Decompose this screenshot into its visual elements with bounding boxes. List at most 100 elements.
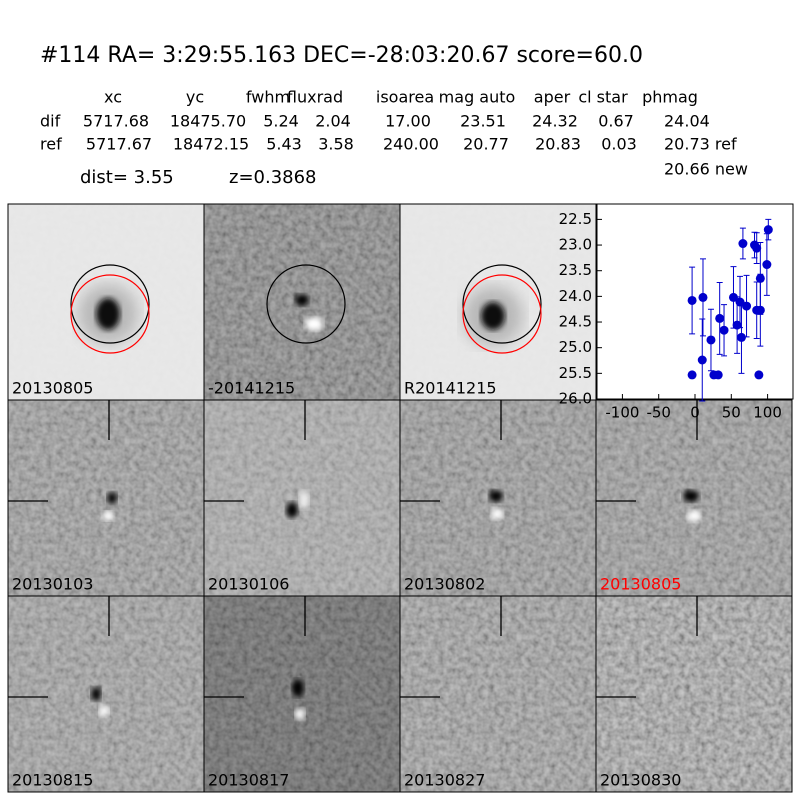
table-cell: 5717.68 (83, 112, 149, 131)
redshift: z=0.3868 (229, 167, 317, 188)
table-cell: 20.83 (535, 135, 581, 154)
table-cell: 2.04 (315, 112, 351, 131)
y-tick-label: 24.5 (559, 313, 592, 331)
point (719, 325, 729, 335)
source (683, 490, 699, 502)
column-header: yc (186, 88, 204, 107)
table-cell: 24.32 (532, 112, 578, 131)
source (295, 708, 305, 720)
point (706, 335, 716, 345)
point (697, 355, 707, 365)
point (736, 332, 746, 342)
stamp: 20130805 (595, 399, 793, 597)
column-header: cl star (578, 88, 628, 107)
table-cell: 20.73 ref (664, 135, 737, 154)
source (96, 298, 120, 330)
point (728, 292, 738, 302)
point (763, 225, 773, 235)
source (107, 492, 117, 504)
point (738, 239, 748, 249)
column-header: aper (534, 88, 571, 107)
stamp: 20130815 (7, 595, 205, 793)
phmag-new: 20.66 new (664, 160, 748, 179)
table-cell: ref (40, 135, 62, 154)
title: #114 RA= 3:29:55.163 DEC=-28:03:20.67 sc… (40, 43, 643, 68)
point (687, 295, 697, 305)
source (299, 491, 309, 509)
y-tick-label: 26.0 (559, 390, 592, 408)
y-tick-label: 23.0 (559, 236, 592, 254)
y-tick-label: 23.5 (559, 261, 592, 279)
y-tick-label: 25.5 (559, 364, 592, 382)
point (715, 313, 725, 323)
source (491, 508, 503, 520)
y-tick-label: 25.0 (559, 338, 592, 356)
column-header: xc (104, 88, 122, 107)
stamp-noise (596, 596, 792, 792)
stamp: R20141215 (399, 203, 597, 401)
table-cell: 23.51 (460, 112, 506, 131)
stamp-label: 20130805 (600, 575, 681, 594)
source (286, 502, 298, 518)
stamp-frame (595, 595, 793, 793)
point (687, 370, 697, 380)
table-cell: 18475.70 (170, 112, 246, 131)
stamp-label: 20130805 (12, 379, 93, 398)
stamp-label: 20130830 (600, 771, 681, 790)
point (752, 243, 762, 253)
stamp-label: 20130817 (208, 771, 289, 790)
point (762, 260, 772, 270)
stamp: 20130802 (399, 399, 597, 597)
column-header: fluxrad (287, 88, 343, 107)
table-cell: dif (40, 112, 61, 131)
stamp: 20130106 (203, 399, 401, 597)
stamp-label: 20130103 (12, 575, 93, 594)
x-tick-label: 100 (753, 404, 782, 422)
source (99, 705, 109, 717)
stamp-label: R20141215 (404, 379, 497, 398)
table-cell: 18472.15 (173, 135, 249, 154)
table-cell: 240.00 (383, 135, 439, 154)
stamp-label: 20130802 (404, 575, 485, 594)
table-cell: 24.04 (664, 112, 710, 131)
stamp-noise (8, 400, 204, 596)
aperture-ref (462, 274, 542, 354)
stamp-label: -20141215 (208, 379, 295, 398)
table-cell: 0.67 (598, 112, 634, 131)
column-header: fwhm (246, 88, 290, 107)
table-cell: 17.00 (385, 112, 431, 131)
stamp: 20130830 (595, 595, 793, 793)
stamp-noise (400, 596, 596, 792)
point (742, 301, 752, 311)
source (489, 490, 503, 502)
table-cell: 3.58 (318, 135, 354, 154)
stamp: 20130827 (399, 595, 597, 793)
aperture (462, 264, 542, 344)
point (754, 370, 764, 380)
y-tick-label: 24.0 (559, 287, 592, 305)
stamp-noise (8, 596, 204, 792)
stamp-label: 20130815 (12, 771, 93, 790)
source (687, 510, 701, 522)
stamp: 20130103 (7, 399, 205, 597)
stamp-label: 20130106 (208, 575, 289, 594)
stamp: -20141215 (203, 203, 401, 401)
aperture (266, 264, 346, 344)
column-header: isoarea (376, 88, 434, 107)
source (305, 317, 323, 331)
point (755, 273, 765, 283)
column-header: phmag (642, 88, 698, 107)
stamp: 20130805 (7, 203, 205, 401)
source (481, 302, 505, 330)
point (713, 370, 723, 380)
y-tick-label: 22.5 (559, 210, 592, 228)
source (91, 687, 101, 701)
table-cell: 5.24 (263, 112, 299, 131)
aperture-ref (70, 274, 150, 354)
aperture (70, 264, 150, 344)
dist: dist= 3.55 (80, 167, 174, 188)
stamp-label: 20130827 (404, 771, 485, 790)
table-cell: 0.03 (601, 135, 637, 154)
point (698, 292, 708, 302)
